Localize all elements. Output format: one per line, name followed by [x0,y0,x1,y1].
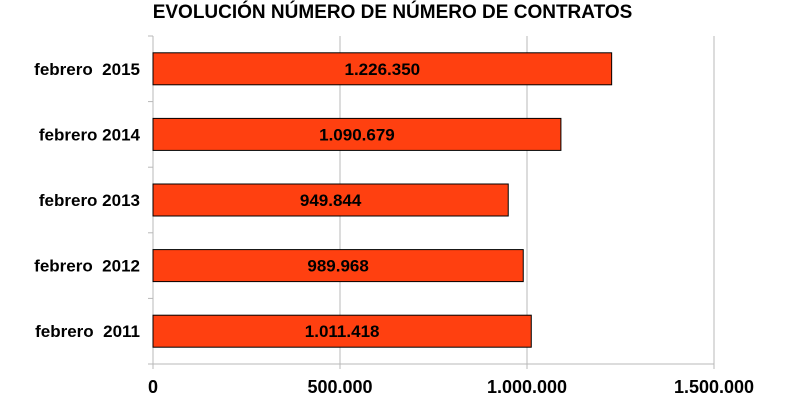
category-label: febrero 2015 [34,60,140,79]
x-tick-label: 1.500.000 [674,377,754,397]
category-label: febrero 2011 [35,322,140,341]
x-tick-label: 0 [148,377,158,397]
chart-title: EVOLUCIÓN NÚMERO DE NÚMERO DE CONTRATOS [152,2,633,23]
bar [152,52,613,86]
data-label: 1.090.679 [319,125,395,144]
category-label: febrero 2014 [39,125,141,144]
x-tick-label: 500.000 [307,377,372,397]
data-label: 1.011.418 [305,322,380,341]
bar [152,117,562,151]
category-label: febrero 2013 [39,191,140,210]
category-label: febrero 2012 [34,257,140,276]
x-tick-label: 1.000.000 [487,377,567,397]
bar [152,314,532,348]
bar [152,249,524,283]
data-label: 949.844 [300,191,362,210]
data-label: 989.968 [307,257,368,276]
data-label: 1.226.350 [345,60,421,79]
bar [152,183,509,217]
